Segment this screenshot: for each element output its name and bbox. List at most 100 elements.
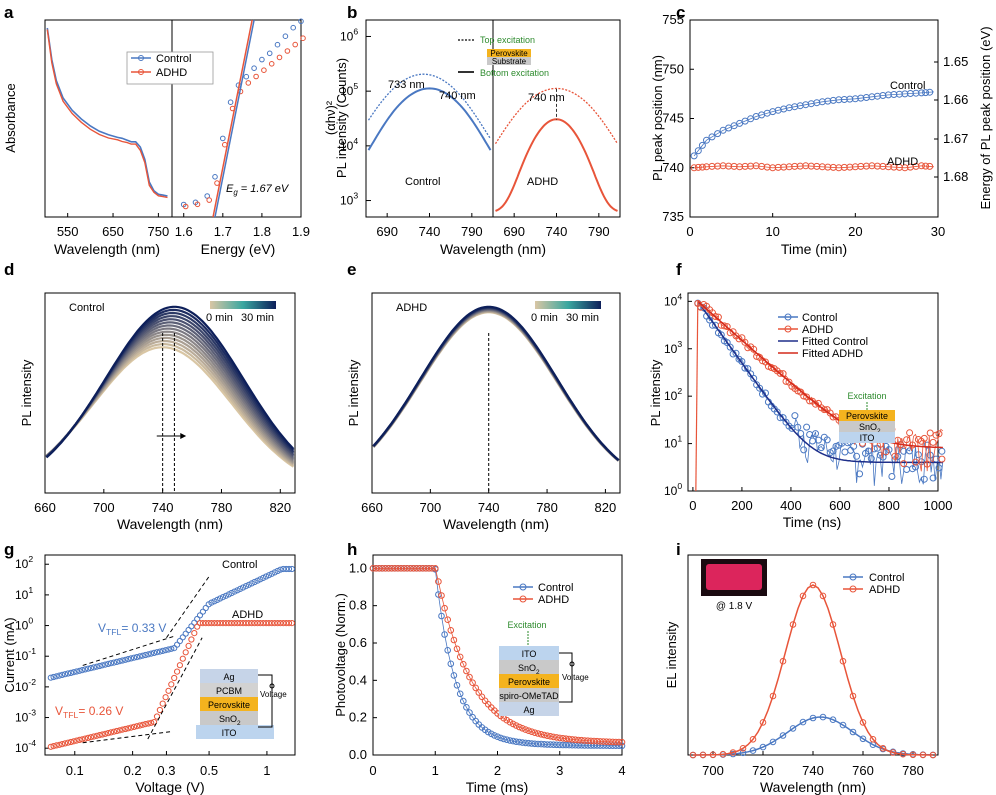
panel-a-xtick-label: 650 [102, 224, 124, 239]
panel-c-control-label: Control [890, 80, 925, 92]
panel-h-point-adhd [453, 645, 461, 653]
panel-g-point-adhd [191, 630, 198, 637]
panel-f-point-control [791, 412, 799, 420]
panel-e-frame [371, 292, 621, 494]
panel-g-point-control [162, 647, 169, 654]
panel-f-point-control [938, 447, 946, 455]
panel-a-xtick-right-label: 1.7 [214, 224, 232, 239]
panel-i-point-control [809, 714, 817, 722]
panel-i-point-adhd [899, 750, 907, 758]
panel-f-point-control [738, 358, 746, 365]
panel-d-spectrum [45, 305, 295, 459]
panel-h-point-adhd [615, 738, 623, 746]
panel-h-point-adhd [475, 689, 483, 696]
panel-h-point-adhd [450, 636, 458, 644]
panel-g-point-adhd [171, 674, 178, 682]
panel-g-inset-ito-layer [196, 725, 274, 739]
panel-h-point-adhd [606, 738, 613, 746]
panel-d-frame [44, 292, 296, 494]
panel-e-spectrum [372, 308, 620, 462]
panel-a-tauc-adhd-point [276, 54, 283, 61]
panel-g-point-control [128, 655, 135, 662]
panel-g-point-control [139, 652, 146, 659]
panel-g-point-adhd [139, 721, 146, 728]
panel-a-tauc-control-point [220, 135, 226, 142]
panel-c-ytick-label: 745 [662, 111, 684, 126]
panel-f-xtick-label: 200 [731, 498, 753, 513]
panel-h-point-control [544, 741, 551, 748]
panel-g-point-adhd [47, 743, 54, 750]
panel-g-inset-label: PCBM [216, 686, 242, 696]
panel-f-point-control [841, 448, 849, 456]
panel-g-point-control [142, 651, 149, 659]
panel-h-inset-layer [499, 674, 559, 688]
panel-h-point-control [512, 738, 520, 746]
panel-b-xtick-label: 740 [419, 224, 441, 239]
panel-i-line-control [693, 716, 934, 756]
panel-a-legend-marker [138, 69, 144, 75]
panel-h-point-control [466, 709, 473, 716]
panel-g-point-adhd [85, 734, 92, 742]
panel-f-perovskite-layer [839, 410, 895, 421]
panel-d-ylabel: PL intensity [19, 359, 34, 426]
panel-f-ytick-label: 100 [664, 481, 682, 498]
panel-h-point-adhd [590, 737, 598, 745]
panel-h-point-adhd [422, 565, 430, 572]
panel-g-point-control [76, 667, 83, 674]
panel-f-legend-label: ADHD [802, 324, 833, 336]
panel-d-cbar-min: 0 min [206, 312, 233, 324]
panel-h-point-adhd [460, 660, 467, 668]
panel-h-point-adhd [413, 565, 420, 572]
panel-c-point-control [694, 147, 702, 155]
panel-g-vtfl-adhd: VTFL= 0.26 V [55, 704, 123, 720]
panel-g-point-adhd [254, 620, 261, 627]
panel-g-point-adhd [240, 620, 247, 627]
panel-h-ytick-label: 0.8 [349, 598, 367, 613]
panel-i-point-control [849, 728, 857, 736]
panel-e-spectrum [372, 311, 620, 462]
panel-f-xtick-label: 0 [689, 498, 696, 513]
panel-h-point-adhd [575, 736, 582, 744]
panel-a-tauc-control-point [298, 18, 304, 25]
panel-i-point-adhd [869, 736, 877, 743]
panel-letter-a: a [4, 3, 14, 22]
panel-f-frame [687, 292, 939, 492]
panel-h-point-adhd [609, 738, 617, 746]
panel-b-ytick-label: 106 [340, 26, 358, 43]
panel-g-inset-label: Perovskite [208, 700, 250, 710]
panel-c-point-control [690, 152, 698, 160]
panel-c-point-control [698, 141, 706, 149]
panel-h-xtick-label: 3 [556, 763, 563, 778]
panel-i-el-label: @ 1.8 V [716, 601, 753, 612]
panel-e-xtick-label: 700 [420, 500, 442, 515]
panel-h-point-control [456, 690, 464, 698]
panel-h-legend-marker [519, 583, 527, 591]
panel-i-point-adhd [709, 751, 717, 759]
panel-h-point-adhd [394, 565, 402, 572]
panel-g-point-adhd [50, 743, 57, 750]
panel-g-point-adhd [196, 620, 204, 627]
panel-h-point-adhd [428, 565, 436, 572]
panel-g-point-control [122, 656, 129, 663]
panel-g-vtfl-control: VTFL= 0.33 V [98, 621, 166, 637]
panel-f-xtick-label: 400 [780, 498, 802, 513]
panel-i-point-control [739, 749, 747, 757]
panel-h-point-adhd [435, 578, 442, 585]
panel-g-adhd-label: ADHD [232, 609, 263, 621]
panel-f-rise [695, 301, 699, 492]
panel-h-point-control [562, 741, 570, 749]
panel-h-point-adhd [559, 735, 567, 742]
panel-a-xlabel-right: Energy (eV) [201, 241, 276, 257]
panel-g-point-control [237, 585, 244, 593]
panel-g-point-adhd [156, 706, 163, 714]
panel-g-ylabel: Current (mA) [2, 617, 17, 692]
panel-b-perovskite-label: Perovskite [490, 49, 528, 58]
panel-g-point-control [79, 667, 86, 674]
panel-i-point-adhd [909, 751, 917, 759]
panel-h-point-control [525, 739, 532, 747]
panel-c-xtick-label: 0 [686, 224, 693, 239]
panel-h-point-adhd [565, 735, 573, 743]
panel-h-ytick-label: 1.0 [349, 560, 367, 575]
panel-h-inset-sno2: SnO2 [518, 663, 540, 676]
panel-f-point-adhd [712, 313, 719, 320]
